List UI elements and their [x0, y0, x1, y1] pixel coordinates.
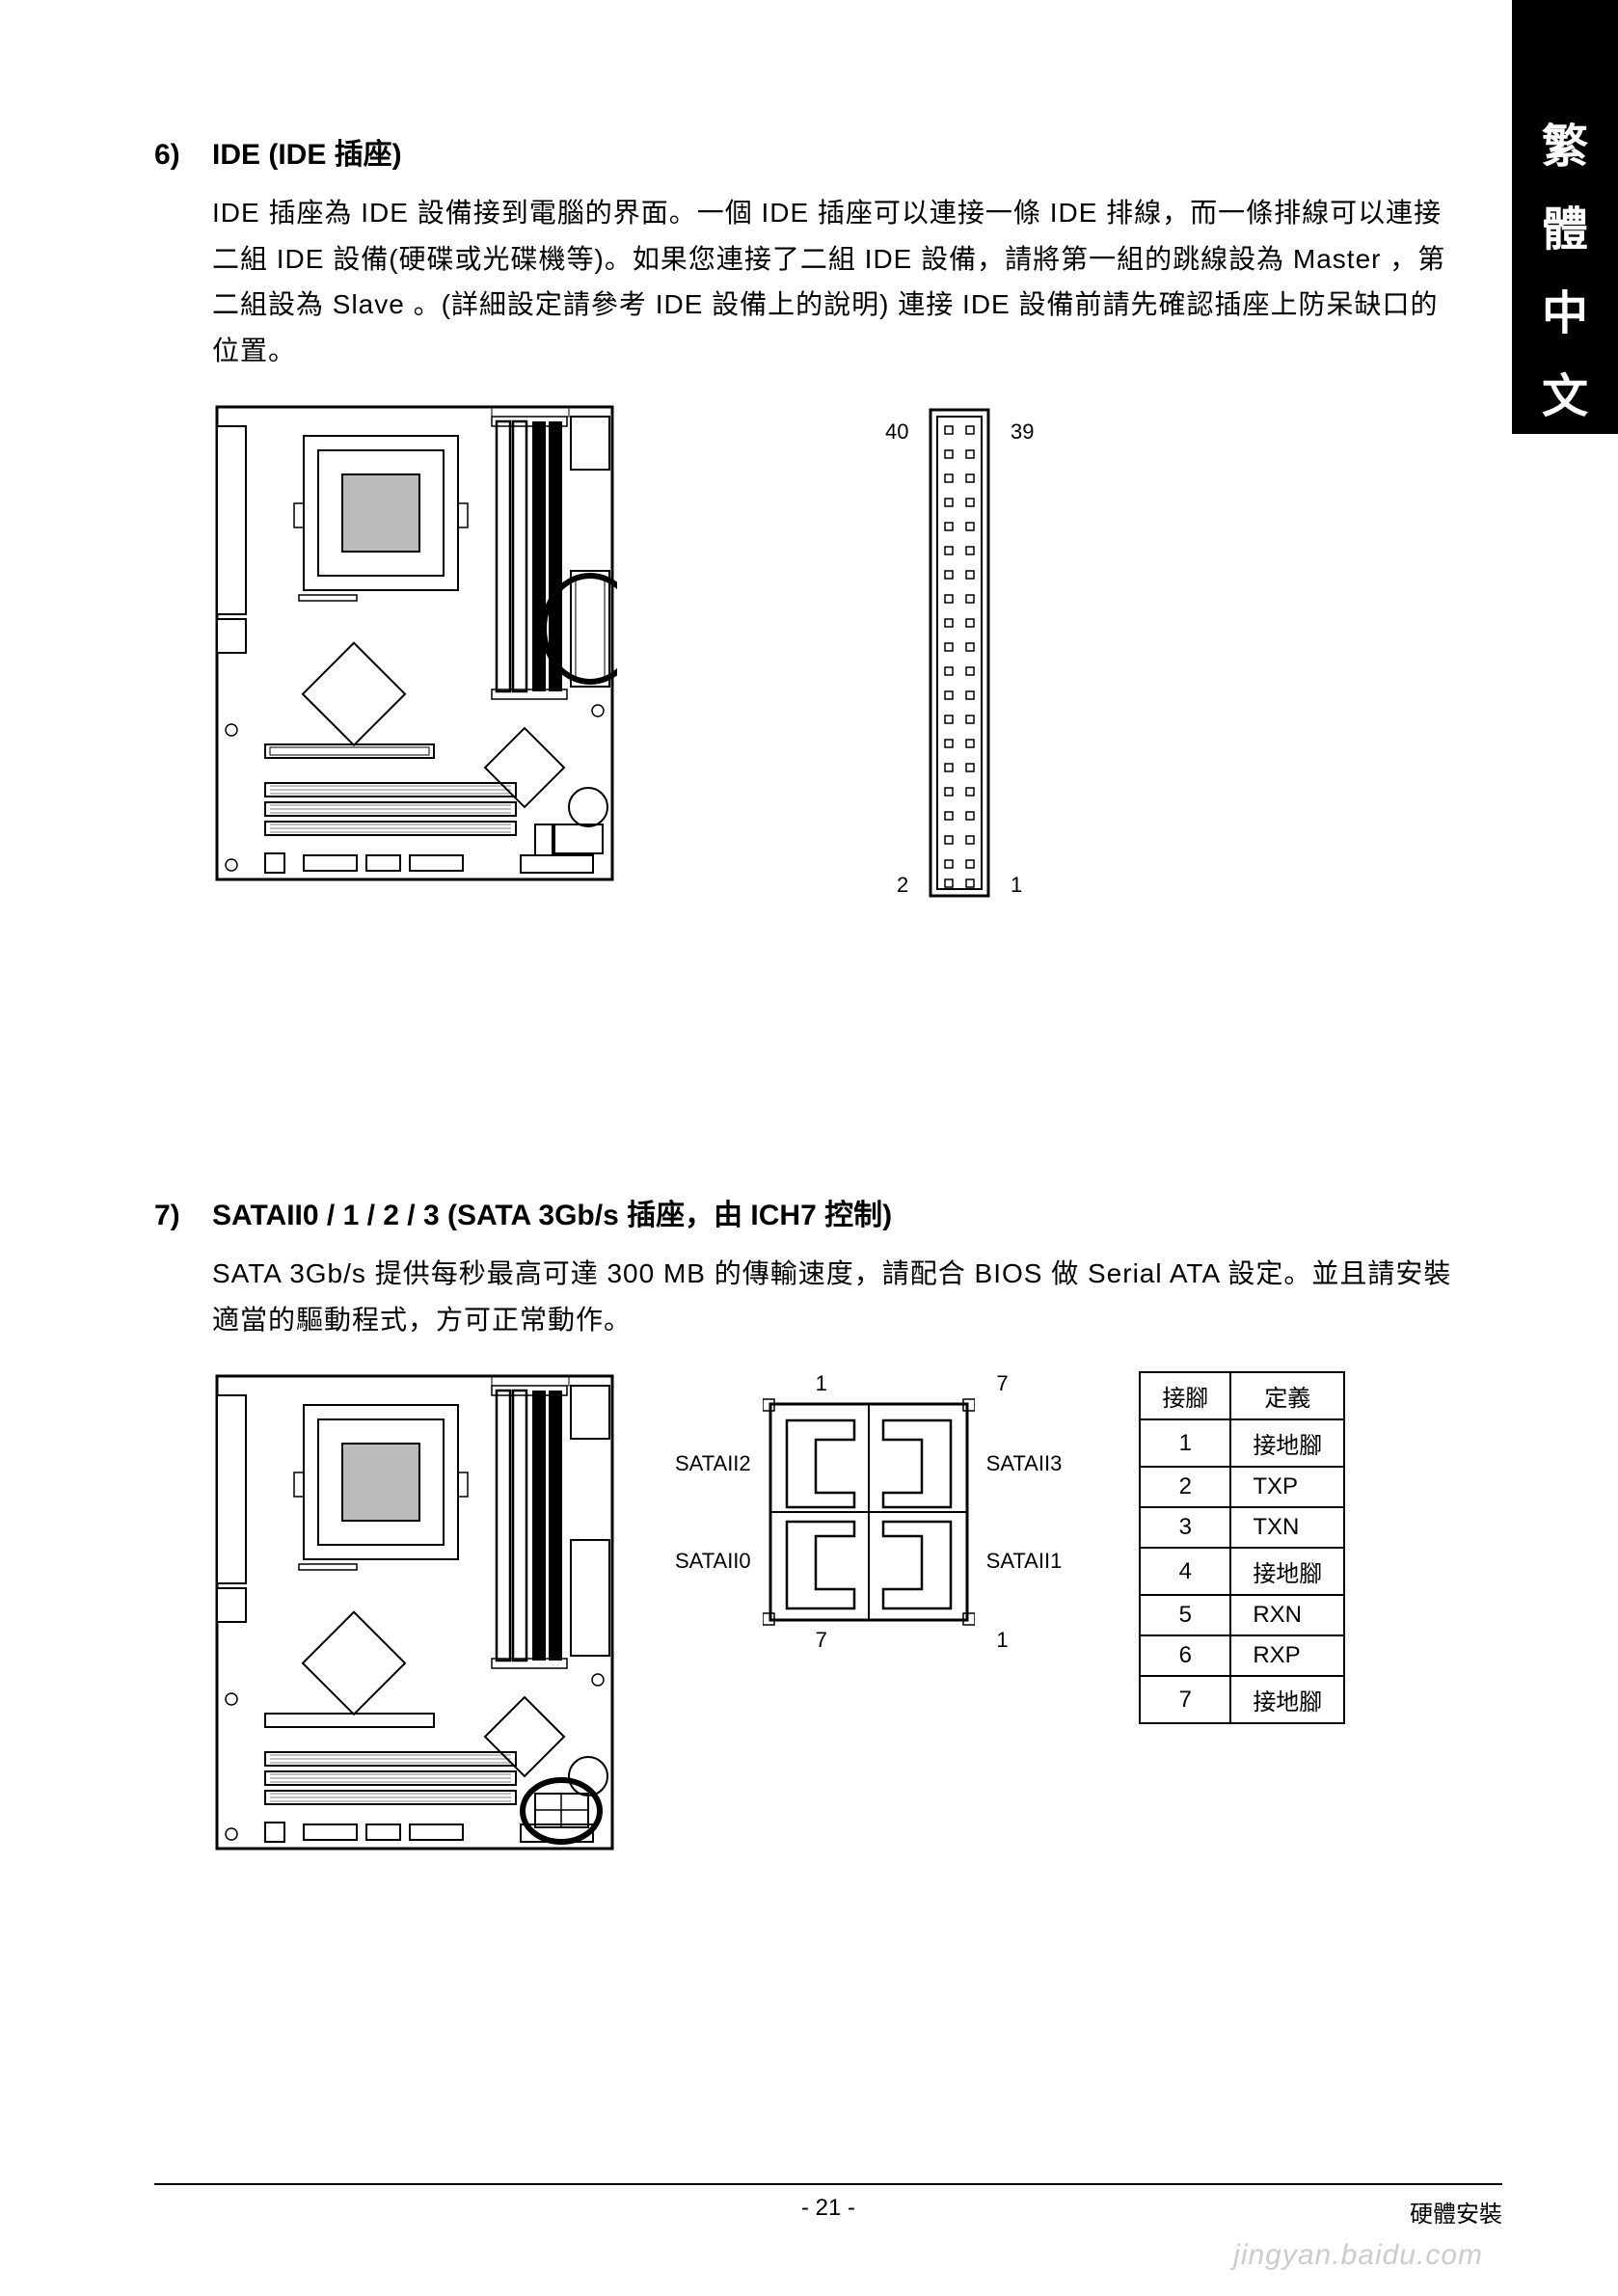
tab-char: 文 [1542, 356, 1588, 439]
section-sata: 7) SATAII0 / 1 / 2 / 3 (SATA 3Gb/s 插座，由 … [154, 1191, 1466, 1853]
section-number: 6) [154, 139, 212, 172]
sata-port-label: SATAII2 [675, 1451, 751, 1476]
ide-pin-diagram: 40 39 2 1 [916, 402, 1003, 908]
table-row: 4接地腳 [1140, 1548, 1344, 1595]
page-footer: - 21 - 硬體安裝 [154, 2183, 1502, 2228]
table-row: 6RXP [1140, 1635, 1344, 1676]
table-row: 3TXN [1140, 1507, 1344, 1548]
table-row: 5RXN [1140, 1595, 1344, 1635]
pin-label: 1 [1011, 873, 1022, 898]
watermark-text: jingyan.baidu.com [1233, 2239, 1483, 2272]
section-header: 6) IDE (IDE 插座) [154, 130, 1466, 173]
sata-port-label: SATAII1 [986, 1549, 1063, 1574]
tab-char: 體 [1542, 189, 1588, 272]
section-title: SATAII0 / 1 / 2 / 3 (SATA 3Gb/s 插座，由 ICH… [212, 1191, 892, 1233]
page-number: - 21 - [801, 2195, 855, 2222]
pin-label: 39 [1011, 419, 1034, 445]
pin-num: 7 [996, 1371, 1008, 1396]
table-row: 2TXP [1140, 1467, 1344, 1507]
section-header: 7) SATAII0 / 1 / 2 / 3 (SATA 3Gb/s 插座，由 … [154, 1191, 1466, 1233]
tab-char: 中 [1542, 273, 1588, 356]
motherboard-diagram [212, 1371, 617, 1853]
section-title: IDE (IDE 插座) [212, 130, 402, 173]
section-body: IDE 插座為 IDE 設備接到電腦的界面。一個 IDE 插座可以連接一條 ID… [212, 190, 1466, 373]
pin-num: 1 [996, 1628, 1008, 1653]
pin-num: 7 [816, 1628, 827, 1653]
diagram-row-ide: 40 39 2 1 [212, 402, 1466, 908]
pin-label: 2 [897, 873, 908, 898]
section-ide: 6) IDE (IDE 插座) IDE 插座為 IDE 設備接到電腦的界面。一個… [154, 130, 1466, 908]
tab-char: 繁 [1542, 106, 1588, 189]
language-tab: 繁 體 中 文 [1512, 0, 1618, 434]
sata-port-label: SATAII3 [986, 1451, 1063, 1476]
sata-ports-diagram: 1 7 SATAII2 SATAII0 [675, 1371, 1062, 1653]
table-header: 定義 [1230, 1372, 1344, 1419]
sata-connector-svg [763, 1396, 975, 1628]
table-header: 接腳 [1140, 1372, 1230, 1419]
pin-num: 1 [816, 1371, 827, 1396]
pin-label: 40 [885, 419, 908, 445]
diagram-row-sata: 1 7 SATAII2 SATAII0 [212, 1371, 1466, 1853]
motherboard-diagram [212, 402, 617, 884]
ide-connector-svg [916, 402, 1003, 904]
sata-port-label: SATAII0 [675, 1549, 751, 1574]
table-row: 1接地腳 [1140, 1419, 1344, 1467]
footer-title: 硬體安裝 [1410, 2195, 1502, 2228]
sata-pin-table: 接腳 定義 1接地腳 2TXP 3TXN 4接地腳 5RXN 6RXP 7接地腳 [1139, 1371, 1345, 1724]
table-row: 7接地腳 [1140, 1676, 1344, 1723]
section-number: 7) [154, 1200, 212, 1232]
section-body: SATA 3Gb/s 提供每秒最高可達 300 MB 的傳輸速度，請配合 BIO… [212, 1251, 1466, 1342]
